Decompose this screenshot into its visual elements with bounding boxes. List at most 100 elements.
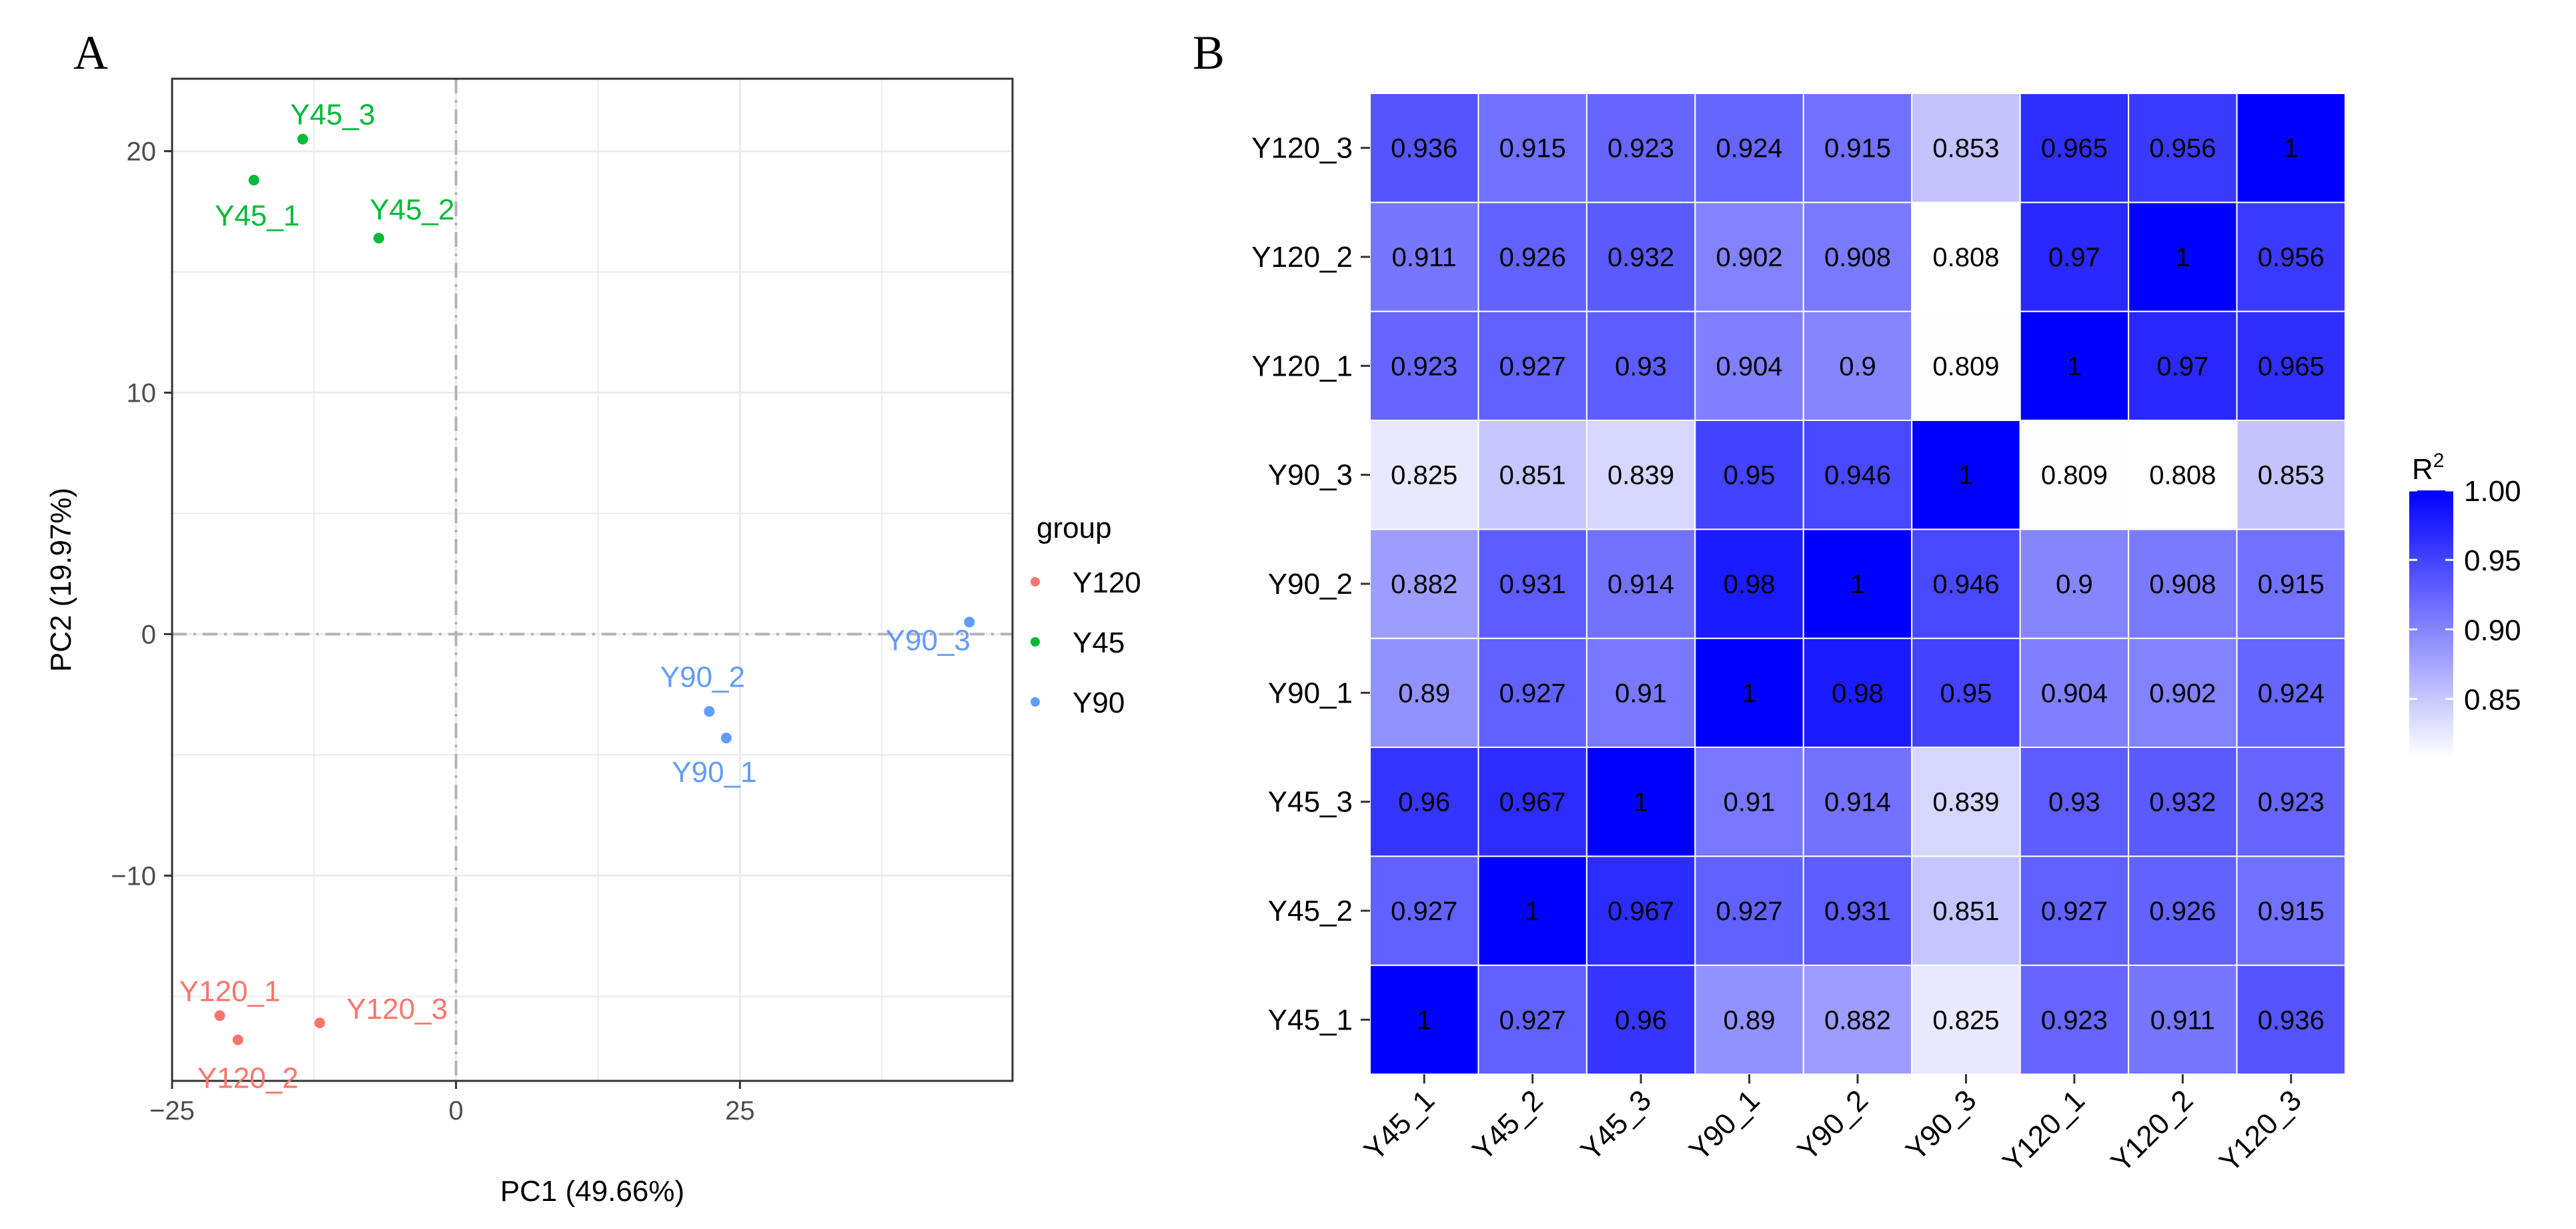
heatmap-y-tick-label: Y45_3 (1268, 786, 1353, 819)
colorbar-tick-label: 0.95 (2464, 544, 2521, 577)
heatmap-cell-label: 0.89 (1398, 679, 1450, 708)
heatmap-cell-label: 0.923 (2258, 788, 2325, 817)
heatmap-cell-label: 0.927 (1716, 897, 1783, 926)
heatmap-cell-label: 0.923 (2041, 1005, 2108, 1035)
heatmap-cell-label: 0.923 (1391, 352, 1457, 381)
heatmap-y-tick-label: Y45_2 (1268, 895, 1353, 927)
heatmap-cell-label: 0.825 (1391, 461, 1457, 490)
heatmap-y-ticks: Y45_1 Y45_2 Y45_3 Y90_1 Y90_2 Y90_3 Y120_1 Y120… (1251, 132, 1370, 1036)
heatmap-cell (2019, 93, 2130, 203)
pca-point-y90-2 (704, 706, 715, 717)
heatmap-cell-label: 0.965 (2041, 134, 2108, 163)
heatmap-cell-label: 0.924 (1716, 134, 1783, 163)
panel-letter-b: B (1193, 26, 1225, 79)
colorbar-tick-label: 0.90 (2464, 614, 2521, 647)
heatmap-cell-label: 0.924 (2258, 679, 2325, 708)
heatmap-cell-label: 0.927 (1499, 1005, 1566, 1035)
heatmap-cell-label: 0.927 (1499, 352, 1566, 381)
heatmap-cell (1694, 855, 1804, 966)
heatmap-cell-label: 0.936 (2258, 1005, 2325, 1035)
heatmap-cell-label: 0.809 (1932, 352, 1999, 381)
heatmap-cell (1694, 528, 1804, 639)
heatmap-cell-label: 0.927 (2041, 897, 2108, 926)
heatmap-cell-label: 0.926 (2149, 897, 2216, 926)
heatmap-cell-label: 1 (1525, 897, 1540, 926)
pca-x-axis-title: PC1 (49.66%) (500, 1175, 684, 1208)
colorbar-ticks: 1.00 0.95 0.90 0.85 (2409, 475, 2521, 717)
heatmap-cell-label: 0.808 (2149, 461, 2216, 490)
pca-point-y45-1 (248, 175, 259, 186)
heatmap-cell (2236, 93, 2347, 203)
heatmap-x-tick-label: Y45_1 (1358, 1084, 1441, 1167)
heatmap-cell (1477, 964, 1587, 1075)
heatmap-cell-label: 0.923 (1607, 134, 1674, 163)
pca-y-tick-label: 20 (127, 137, 157, 167)
heatmap-cell (1802, 747, 1913, 857)
legend-title: group (1037, 512, 1112, 544)
heatmap-cell (2236, 855, 2347, 966)
heatmap-cell (2019, 637, 2130, 749)
pca-x-tick-label: 0 (449, 1096, 464, 1126)
heatmap-cell-label: 0.908 (1824, 243, 1891, 272)
heatmap-cell (2128, 93, 2238, 203)
heatmap-cell-label: 0.96 (1615, 1005, 1667, 1035)
heatmap-y-tick-label: Y45_1 (1268, 1003, 1353, 1036)
heatmap-cell-label: 1 (2067, 352, 2082, 381)
legend-key-y120 (1031, 577, 1040, 586)
heatmap-cell (1477, 93, 1587, 203)
heatmap-y-tick-label: Y90_2 (1268, 568, 1353, 600)
heatmap-cell (1369, 747, 1479, 857)
heatmap-cell-label: 0.89 (1724, 1005, 1776, 1035)
heatmap-y-tick-label: Y120_2 (1251, 241, 1353, 274)
heatmap-cell-label: 0.914 (1824, 788, 1891, 817)
heatmap-cell-label: 0.965 (2258, 352, 2325, 381)
heatmap-x-tick-label: Y120_2 (2104, 1084, 2199, 1178)
heatmap-cell-label: 1 (2284, 134, 2299, 163)
heatmap-cell (2128, 855, 2238, 966)
pca-grid (171, 79, 1013, 1081)
heatmap-cell (2236, 528, 2347, 639)
heatmap-x-tick-label: Y120_3 (2213, 1084, 2308, 1178)
heatmap-cell (1369, 93, 1479, 203)
heatmap-cell (1802, 964, 1913, 1075)
heatmap-y-tick-label: Y90_1 (1268, 677, 1353, 709)
heatmap-cell-label: 0.839 (1932, 788, 1999, 817)
pca-point-y120-1 (214, 1010, 225, 1021)
heatmap-cell-label: 0.936 (1391, 134, 1457, 163)
heatmap-cell (2236, 420, 2347, 530)
heatmap-cell-label: 0.911 (2150, 1005, 2215, 1035)
heatmap-cell-label: 0.914 (1607, 570, 1674, 599)
pca-point-y120-3 (314, 1017, 326, 1029)
heatmap-cell-label: 0.851 (1499, 461, 1566, 490)
heatmap-cell (1694, 201, 1804, 312)
heatmap-cell-label: 0.902 (2149, 679, 2216, 708)
heatmap-cell-label: 0.902 (1716, 243, 1783, 272)
heatmap-cell (1477, 310, 1587, 421)
heatmap-cell (1369, 201, 1479, 312)
heatmap-cell-label: 0.853 (2258, 461, 2325, 490)
heatmap-cell (1585, 201, 1696, 312)
heatmap-x-tick-label: Y120_1 (1996, 1084, 2091, 1178)
pca-point-y90-3 (964, 617, 975, 628)
heatmap-cell-label: 0.809 (2041, 461, 2108, 490)
legend-label-y90: Y90 (1073, 687, 1125, 719)
heatmap-cell-label: 0.853 (1932, 134, 1999, 163)
pca-point-label: Y90_3 (886, 624, 971, 657)
heatmap-cell-label: 0.915 (2258, 897, 2325, 926)
heatmap-cell (1477, 855, 1587, 966)
heatmap-cell (1694, 93, 1804, 203)
heatmap-cell-label: 0.882 (1391, 570, 1457, 599)
heatmap-cell (2236, 964, 2347, 1075)
pca-x-tick-label: −25 (149, 1096, 195, 1126)
heatmap-cell (1585, 528, 1696, 639)
pca-axis-ticks: −25 0 25 −10 0 10 20 (111, 137, 754, 1126)
heatmap-cell-label: 0.967 (1607, 897, 1674, 926)
heatmap-x-tick-label: Y90_2 (1791, 1084, 1874, 1167)
heatmap-cell-label: 0.946 (1932, 570, 1999, 599)
heatmap-cell-label: 0.91 (1724, 788, 1776, 817)
heatmap-cell (1369, 528, 1479, 639)
heatmap-cell (1911, 964, 2021, 1075)
heatmap-cell (2019, 747, 2130, 857)
heatmap-cell-label: 0.932 (2149, 788, 2216, 817)
